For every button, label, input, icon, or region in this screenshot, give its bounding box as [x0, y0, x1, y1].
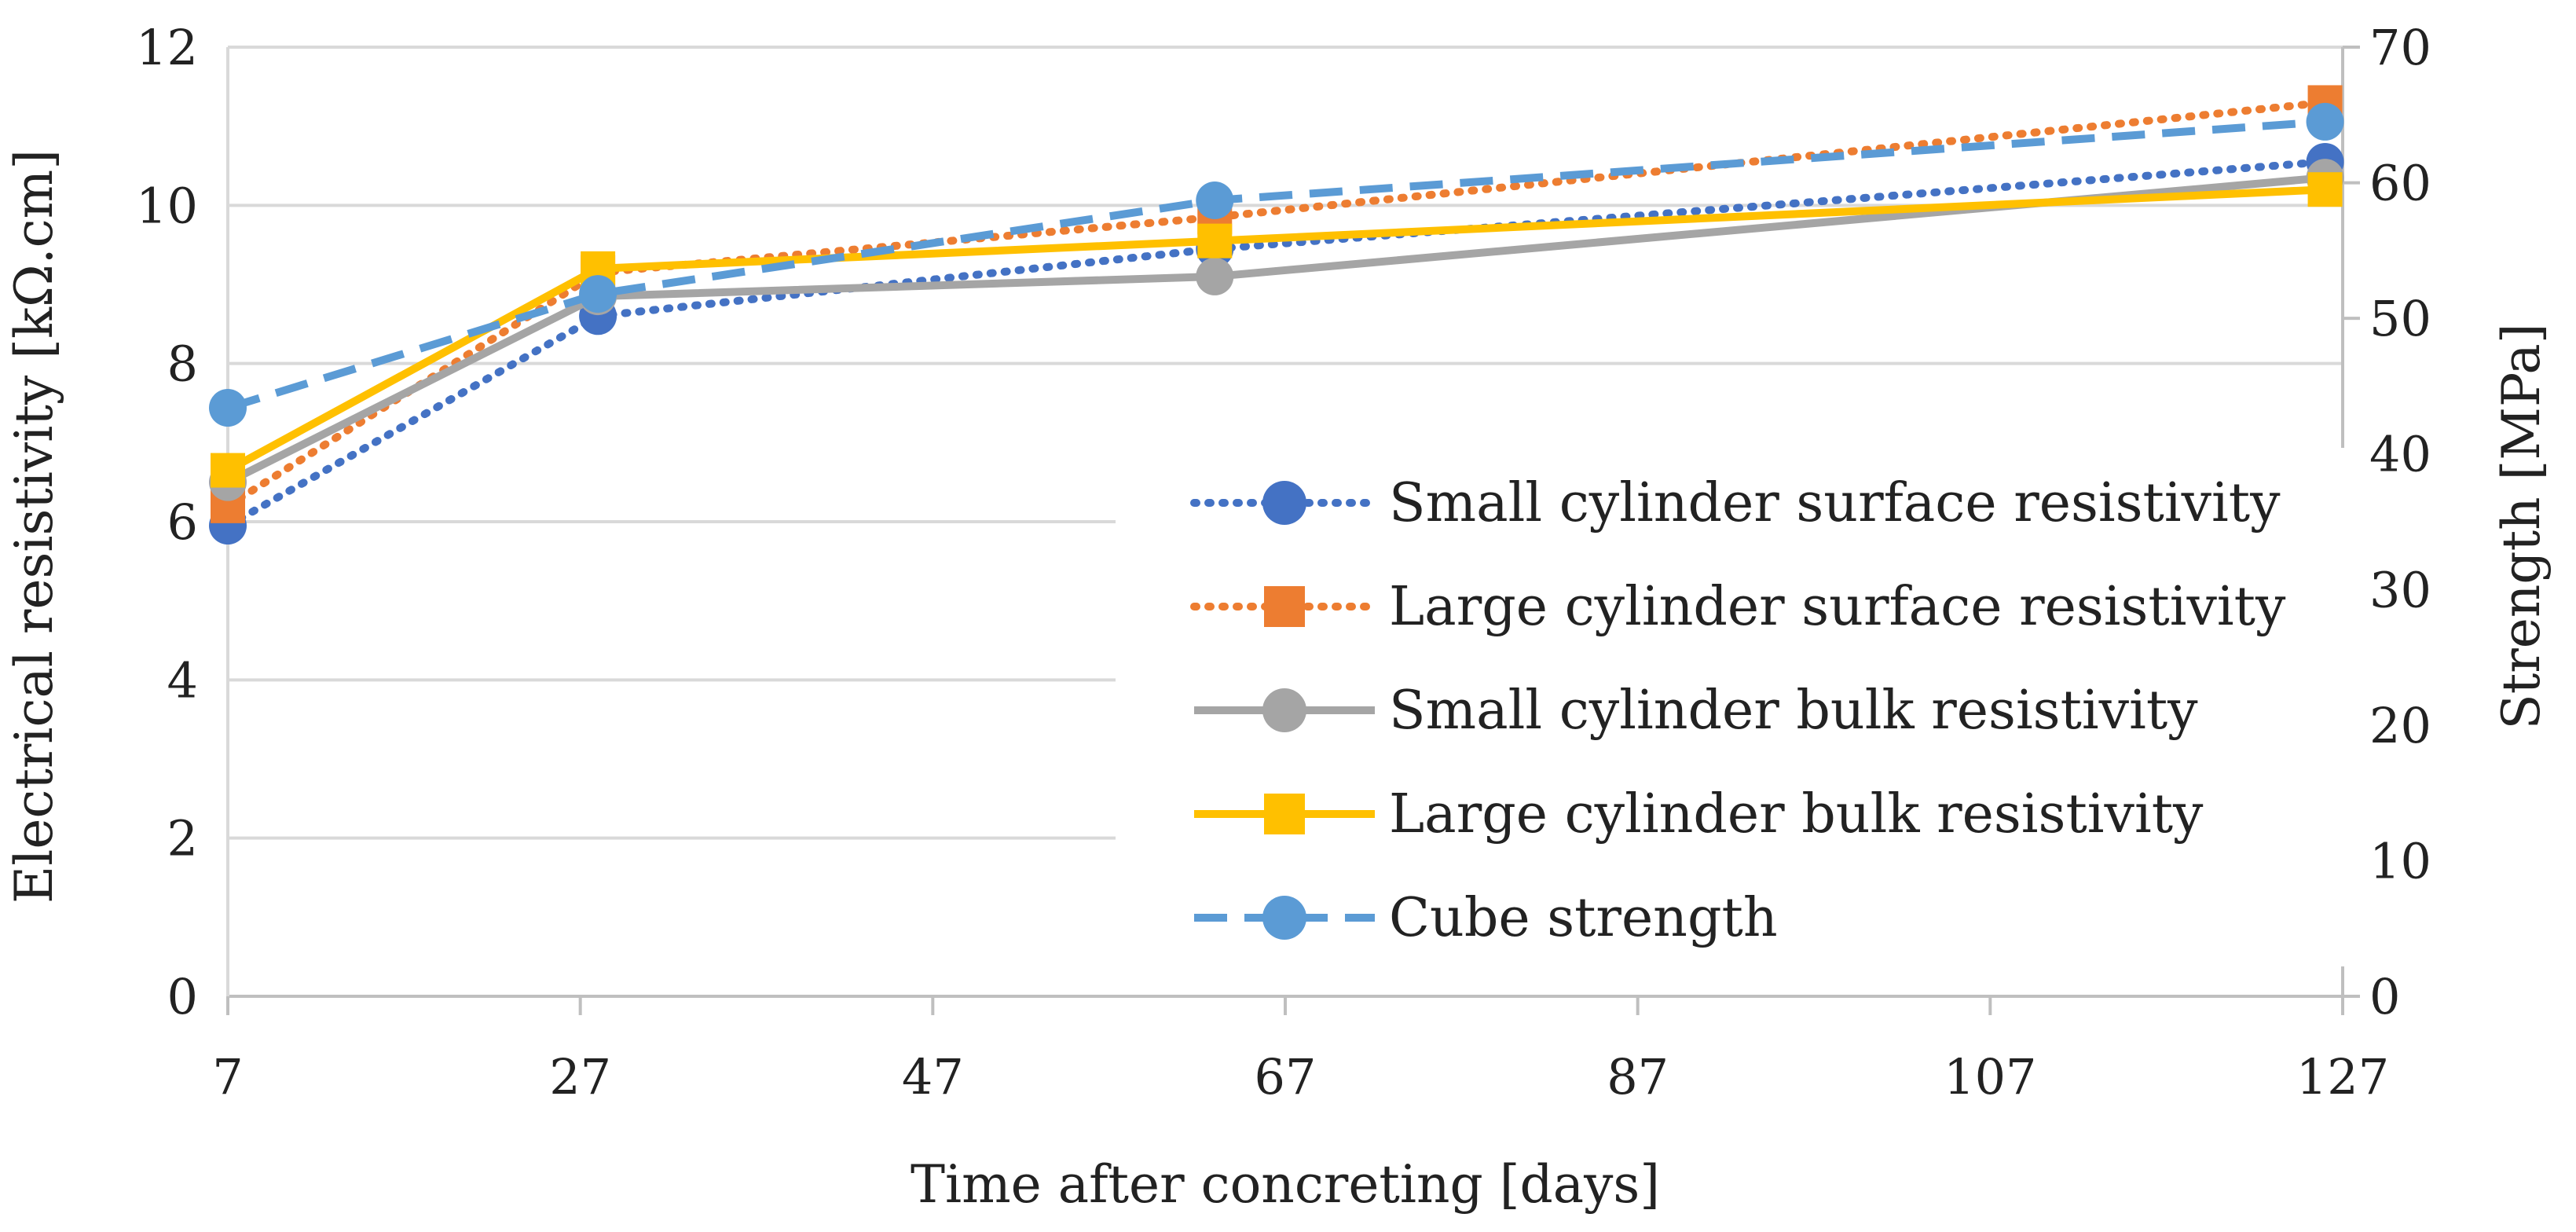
x-tick-label: 47 — [902, 1048, 964, 1106]
y-tick-label: 2 — [167, 810, 198, 867]
y-tick-label: 8 — [167, 336, 198, 393]
data-point — [1196, 182, 1234, 220]
y2-tick-label: 30 — [2369, 561, 2431, 618]
legend-item: Small cylinder bulk resistivity — [1194, 680, 2198, 742]
x-tick-label: 87 — [1607, 1048, 1669, 1106]
series-line — [226, 117, 2325, 412]
data-point — [1197, 223, 1233, 258]
legend-marker — [1264, 586, 1305, 627]
legend-item: Large cylinder surface resistivity — [1190, 576, 2286, 638]
legend-label: Large cylinder bulk resistivity — [1389, 783, 2204, 845]
x-axis-title: Time after concreting [days] — [911, 1154, 1660, 1215]
data-point — [1196, 257, 1234, 295]
y-axis-title: Electrical resistivity [kΩ.cm] — [4, 149, 64, 904]
y-tick-label: 4 — [167, 651, 198, 709]
data-point — [211, 453, 245, 488]
x-tick-label: 127 — [2296, 1048, 2389, 1106]
y-tick-label: 10 — [136, 177, 198, 234]
data-point — [209, 389, 247, 427]
legend: Small cylinder surface resistivity Large … — [1116, 448, 2365, 966]
series-5 — [209, 102, 2344, 427]
legend-marker — [1262, 481, 1306, 525]
legend-label: Small cylinder bulk resistivity — [1389, 680, 2198, 742]
x-tick-label: 27 — [549, 1048, 611, 1106]
legend-marker — [1264, 794, 1305, 834]
series-line — [225, 174, 2326, 486]
data-point — [2306, 102, 2344, 141]
x-tick-label: 7 — [212, 1048, 243, 1106]
x-tick-label: 107 — [1944, 1048, 2036, 1106]
legend-label: Cube strength — [1389, 887, 1778, 949]
y-tick-label: 12 — [136, 19, 198, 76]
y2-tick-label: 10 — [2369, 832, 2431, 889]
y-tick-label: 0 — [167, 968, 198, 1025]
legend-item: Large cylinder bulk resistivity — [1194, 783, 2204, 845]
x-tick-label: 67 — [1255, 1048, 1317, 1106]
series-line — [224, 98, 2329, 510]
series-group — [209, 85, 2344, 545]
legend-marker — [1262, 896, 1306, 940]
series-line — [225, 185, 2325, 474]
axes: 0 2 4 6 8 10 12 0 10 20 30 40 50 60 70 7 27 47 67 87 107 127 — [136, 19, 2431, 1106]
y2-tick-label: 40 — [2369, 426, 2431, 483]
series-line — [224, 157, 2329, 530]
data-point — [2307, 172, 2343, 207]
y2-tick-label: 20 — [2369, 697, 2431, 754]
y2-tick-label: 50 — [2369, 290, 2431, 347]
y2-tick-label: 0 — [2369, 968, 2400, 1025]
legend-marker — [1262, 688, 1306, 732]
data-point — [579, 275, 617, 314]
legend-item: Cube strength — [1194, 887, 1778, 949]
legend-label: Large cylinder surface resistivity — [1389, 576, 2286, 638]
series-4 — [211, 172, 2343, 488]
y2-axis-title: Strength [MPa] — [2491, 324, 2552, 730]
legend-label: Small cylinder surface resistivity — [1389, 472, 2281, 534]
y-tick-label: 6 — [167, 493, 198, 551]
axis-labels: Time after concreting [days] Electrical … — [4, 149, 2552, 1215]
y2-tick-label: 60 — [2369, 155, 2431, 212]
y2-tick-label: 70 — [2369, 19, 2431, 76]
legend-item: Small cylinder surface resistivity — [1190, 472, 2281, 534]
